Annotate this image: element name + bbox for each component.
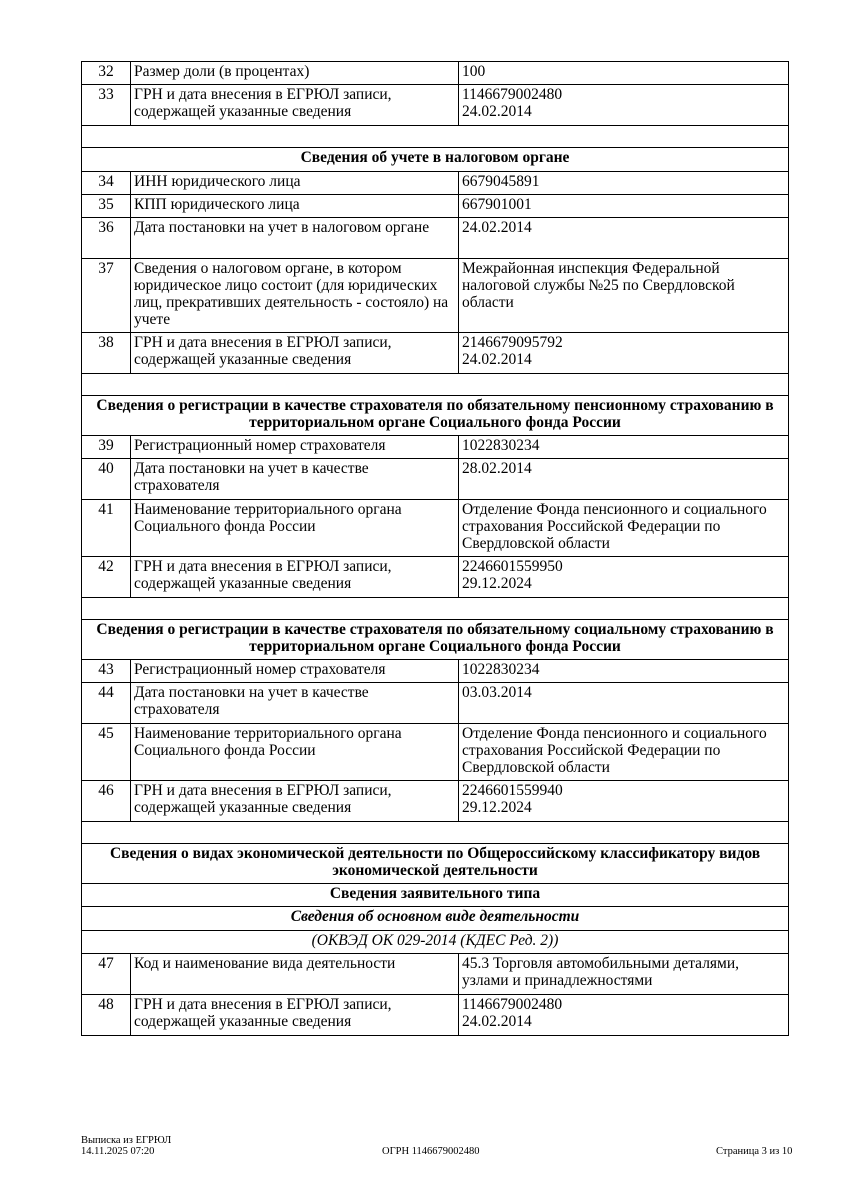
row-number: 42 [81, 556, 131, 598]
table-row: 35 КПП юридического лица 667901001 [81, 194, 789, 218]
main-activity-header-text: Сведения об основном виде деятельности [81, 906, 789, 931]
row-label: Дата постановки на учет в качестве страх… [130, 682, 459, 724]
spacer-row [81, 821, 789, 844]
table-row: 47 Код и наименование вида деятельности 45… [81, 953, 789, 995]
row-value: 24.02.2014 [458, 217, 789, 259]
row-number: 35 [81, 194, 131, 218]
table-row: 34 ИНН юридического лица 6679045891 [81, 171, 789, 195]
row-number: 36 [81, 217, 131, 259]
row-value: 1022830234 [458, 435, 789, 459]
row-label: Наименование территориального органа Соц… [130, 723, 459, 781]
table-row: 33 ГРН и дата внесения в ЕГРЮЛ записи, со… [81, 84, 789, 126]
footer-datetime: 14.11.2025 07:20 [81, 1146, 155, 1157]
row-value: Межрайонная инспекция Федеральной налого… [458, 258, 789, 333]
spacer-cell [81, 373, 789, 396]
row-value: 1022830234 [458, 659, 789, 683]
row-number: 48 [81, 994, 131, 1036]
row-number: 37 [81, 258, 131, 333]
row-label: Дата постановки на учет в качестве страх… [130, 458, 459, 500]
table-row: 36 Дата постановки на учет в налоговом ор… [81, 217, 789, 259]
row-label: ГРН и дата внесения в ЕГРЮЛ записи, соде… [130, 84, 459, 126]
row-label: Код и наименование вида деятельности [130, 953, 459, 995]
footer-left: Выписка из ЕГРЮЛ 14.11.2025 07:20 [81, 1135, 171, 1157]
subsection-header-text: Сведения заявительного типа [81, 883, 789, 907]
spacer-cell [81, 597, 789, 620]
classifier-header: (ОКВЭД ОК 029-2014 (КДЕС Ред. 2)) [81, 930, 789, 954]
table-row: 42 ГРН и дата внесения в ЕГРЮЛ записи, со… [81, 556, 789, 598]
spacer-cell [81, 821, 789, 844]
row-label: Регистрационный номер страхователя [130, 435, 459, 459]
subsection-header: Сведения заявительного типа [81, 883, 789, 907]
footer-doc-title: Выписка из ЕГРЮЛ [81, 1135, 172, 1146]
row-number: 40 [81, 458, 131, 500]
row-number: 47 [81, 953, 131, 995]
section-header: Сведения о регистрации в качестве страхо… [81, 619, 789, 660]
row-value: 45.3 Торговля автомобильными деталями, у… [458, 953, 789, 995]
row-label: ГРН и дата внесения в ЕГРЮЛ записи, соде… [130, 332, 459, 374]
row-label: КПП юридического лица [130, 194, 459, 218]
table-row: 37 Сведения о налоговом органе, в котором… [81, 258, 789, 333]
table-row: 38 ГРН и дата внесения в ЕГРЮЛ записи, со… [81, 332, 789, 374]
egrul-table: 32 Размер доли (в процентах) 100 33 ГРН и да… [81, 61, 789, 1036]
row-number: 46 [81, 780, 131, 822]
footer-ogrn: ОГРН 1146679002480 [382, 1146, 480, 1157]
row-label: Размер доли (в процентах) [130, 61, 459, 85]
row-number: 41 [81, 499, 131, 557]
row-value: Отделение Фонда пенсионного и социальног… [458, 499, 789, 557]
row-label: Наименование территориального органа Соц… [130, 499, 459, 557]
row-value: 1146679002480 24.02.2014 [458, 84, 789, 126]
table-row: 46 ГРН и дата внесения в ЕГРЮЛ записи, со… [81, 780, 789, 822]
spacer-cell [81, 125, 789, 148]
row-label: ГРН и дата внесения в ЕГРЮЛ записи, соде… [130, 994, 459, 1036]
section-header: Сведения о регистрации в качестве страхо… [81, 395, 789, 436]
row-label: Сведения о налоговом органе, в котором ю… [130, 258, 459, 333]
table-row: 39 Регистрационный номер страхователя 1022… [81, 435, 789, 459]
row-number: 32 [81, 61, 131, 85]
section-header: Сведения о видах экономической деятельно… [81, 843, 789, 884]
section-header: Сведения об учете в налоговом органе [81, 147, 789, 172]
row-value: 667901001 [458, 194, 789, 218]
classifier-header-text: (ОКВЭД ОК 029-2014 (КДЕС Ред. 2)) [81, 930, 789, 954]
row-number: 34 [81, 171, 131, 195]
row-label: ГРН и дата внесения в ЕГРЮЛ записи, соде… [130, 556, 459, 598]
table-row: 41 Наименование территориального органа С… [81, 499, 789, 557]
spacer-row [81, 125, 789, 148]
footer-page: Страница 3 из 10 [716, 1146, 793, 1157]
row-value: 2246601559940 29.12.2024 [458, 780, 789, 822]
row-value: 1146679002480 24.02.2014 [458, 994, 789, 1036]
table-row: 40 Дата постановки на учет в качестве стр… [81, 458, 789, 500]
row-number: 33 [81, 84, 131, 126]
table-row: 45 Наименование территориального органа С… [81, 723, 789, 781]
row-number: 44 [81, 682, 131, 724]
row-number: 38 [81, 332, 131, 374]
table-row: 44 Дата постановки на учет в качестве стр… [81, 682, 789, 724]
row-number: 39 [81, 435, 131, 459]
row-value: 2146679095792 24.02.2014 [458, 332, 789, 374]
table-row: 32 Размер доли (в процентах) 100 [81, 61, 789, 85]
row-value: 28.02.2014 [458, 458, 789, 500]
row-value: 6679045891 [458, 171, 789, 195]
main-activity-header: Сведения об основном виде деятельности [81, 906, 789, 931]
row-label: ИНН юридического лица [130, 171, 459, 195]
row-label: Регистрационный номер страхователя [130, 659, 459, 683]
row-value: Отделение Фонда пенсионного и социальног… [458, 723, 789, 781]
row-number: 45 [81, 723, 131, 781]
section-header-text: Сведения о регистрации в качестве страхо… [81, 619, 789, 660]
section-header-text: Сведения о видах экономической деятельно… [81, 843, 789, 884]
row-value: 2246601559950 29.12.2024 [458, 556, 789, 598]
section-header-text: Сведения об учете в налоговом органе [81, 147, 789, 172]
spacer-row [81, 597, 789, 620]
row-value: 03.03.2014 [458, 682, 789, 724]
row-label: Дата постановки на учет в налоговом орга… [130, 217, 459, 259]
spacer-row [81, 373, 789, 396]
row-value: 100 [458, 61, 789, 85]
table-row: 48 ГРН и дата внесения в ЕГРЮЛ записи, со… [81, 994, 789, 1036]
row-number: 43 [81, 659, 131, 683]
row-label: ГРН и дата внесения в ЕГРЮЛ записи, соде… [130, 780, 459, 822]
table-row: 43 Регистрационный номер страхователя 1022… [81, 659, 789, 683]
section-header-text: Сведения о регистрации в качестве страхо… [81, 395, 789, 436]
